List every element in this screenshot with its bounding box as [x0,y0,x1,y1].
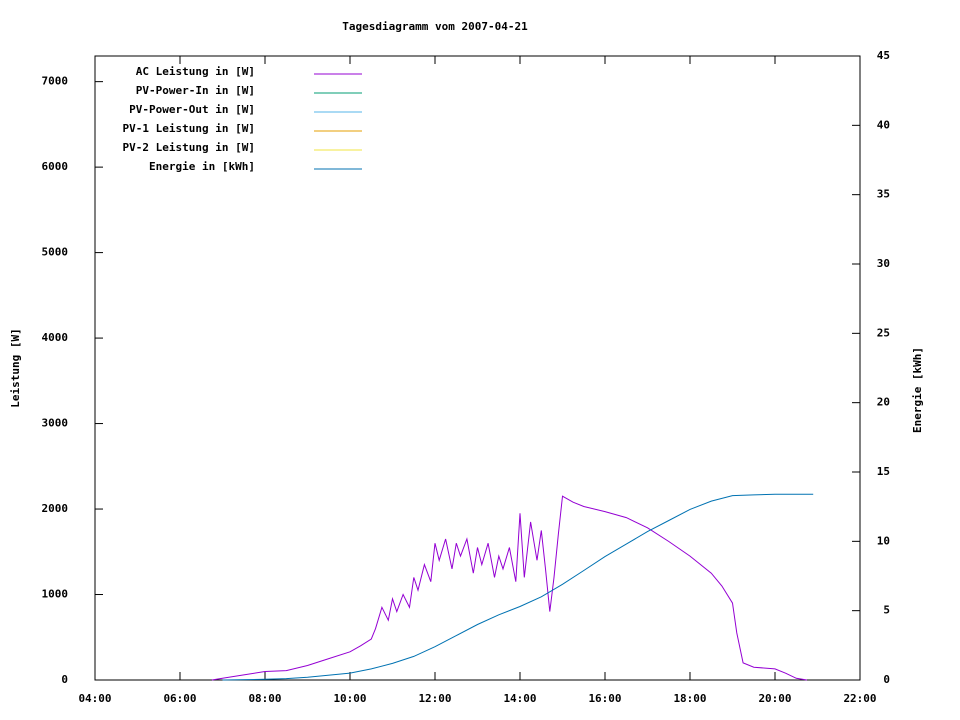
series-line [222,493,814,681]
y2-tick-label: 20 [877,396,890,409]
y2-tick-label: 5 [883,604,890,617]
x-tick-label: 12:00 [418,692,451,705]
legend-label: AC Leistung in [W] [136,65,255,78]
plot-frame [94,55,861,681]
legend-label: PV-Power-Out in [W] [129,103,255,116]
x-tick-label: 18:00 [673,692,706,705]
y-tick-label: 2000 [42,502,69,515]
y2-tick-label: 15 [877,465,890,478]
x-tick-label: 22:00 [843,692,876,705]
y2-tick-label: 25 [877,326,890,339]
y2-tick-label: 35 [877,188,890,201]
x-tick-label: 16:00 [588,692,621,705]
legend-label: PV-1 Leistung in [W] [123,122,255,135]
chart-title: Tagesdiagramm vom 2007-04-21 [342,20,528,33]
x-tick-label: 06:00 [163,692,196,705]
y-axis-label: Leistung [W] [9,328,22,407]
y-tick-label: 6000 [42,160,69,173]
y-tick-label: 3000 [42,417,69,430]
y2-tick-label: 40 [877,118,890,131]
series-line [211,495,807,681]
y2-axis-label: Energie [kWh] [911,347,924,433]
y-tick-label: 1000 [42,588,69,601]
x-tick-label: 10:00 [333,692,366,705]
y-tick-label: 4000 [42,331,69,344]
x-tick-label: 04:00 [78,692,111,705]
y2-tick-label: 0 [883,673,890,686]
legend-label: PV-2 Leistung in [W] [123,141,255,154]
y2-tick-label: 30 [877,257,890,270]
y-tick-label: 7000 [42,75,69,88]
x-tick-label: 08:00 [248,692,281,705]
x-tick-label: 14:00 [503,692,536,705]
y2-tick-label: 45 [877,49,890,62]
y-tick-label: 5000 [42,246,69,259]
x-tick-label: 20:00 [758,692,791,705]
y2-tick-label: 10 [877,534,890,547]
y-tick-label: 0 [61,673,68,686]
legend-label: PV-Power-In in [W] [136,84,255,97]
legend-label: Energie in [kWh] [149,160,255,173]
